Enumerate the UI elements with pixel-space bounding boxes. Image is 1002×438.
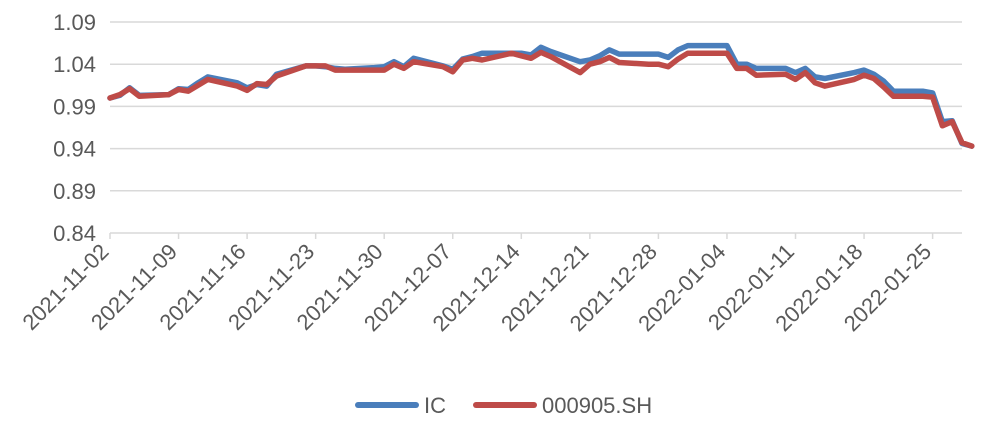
y-tick-label: 1.09 [53,10,96,35]
y-tick-label: 0.99 [53,94,96,119]
series-lines [107,42,975,149]
y-tick-label: 0.84 [53,221,96,246]
legend-label: 000905.SH [542,393,652,418]
gridlines [110,21,962,192]
series-line-000905sh [107,49,975,149]
series-line-ic [107,42,975,149]
x-axis-ticks: 2021-11-022021-11-092021-11-162021-11-23… [17,233,936,336]
legend-label: IC [424,393,446,418]
y-tick-label: 0.89 [53,179,96,204]
y-axis-ticks: 0.84 0.89 0.94 0.99 1.04 1.09 [53,10,96,246]
y-tick-label: 0.94 [53,137,96,162]
legend: IC 000905.SH [355,393,652,418]
y-tick-label: 1.04 [53,52,96,77]
